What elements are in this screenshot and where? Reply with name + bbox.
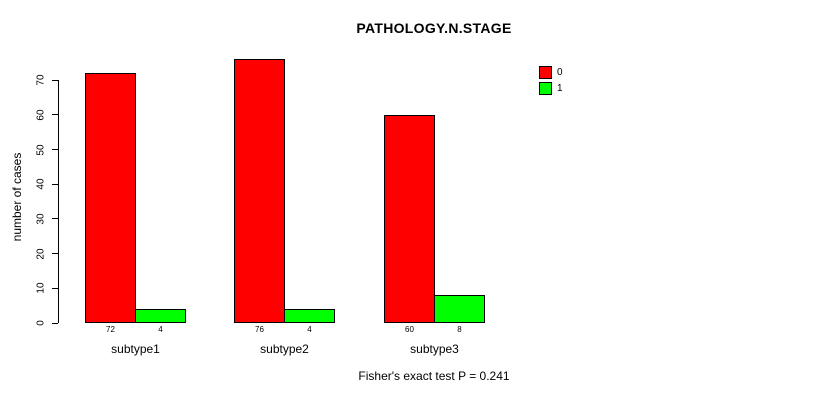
legend-swatch-green [539, 82, 552, 95]
chart-title: PATHOLOGY.N.STAGE [356, 20, 512, 36]
bar-value-label: 4 [307, 325, 312, 334]
bar-subtype1-series0 [85, 73, 136, 323]
legend-label: 1 [557, 83, 563, 94]
y-axis-line [58, 80, 59, 323]
y-tick-mark [52, 287, 58, 289]
bar-value-label: 72 [106, 325, 115, 334]
y-tick-label: 70 [35, 74, 47, 86]
bar-subtype2-series1 [284, 309, 335, 323]
bar-value-label: 76 [255, 325, 264, 334]
bar-value-label: 8 [457, 325, 462, 334]
y-tick-mark [52, 183, 58, 185]
category-label-subtype2: subtype2 [260, 342, 309, 356]
legend-swatch-red [539, 66, 552, 79]
y-tick-mark [52, 322, 58, 324]
y-tick-mark [52, 218, 58, 220]
y-axis-title: number of cases [10, 152, 24, 242]
y-tick-mark [52, 149, 58, 150]
category-label-subtype1: subtype1 [111, 342, 160, 356]
category-label-subtype3: subtype3 [410, 342, 459, 356]
y-tick-mark [52, 114, 58, 116]
fisher-test-annotation: Fisher's exact test P = 0.241 [358, 369, 510, 383]
legend-label: 0 [557, 67, 563, 78]
bar-subtype2-series0 [234, 59, 285, 323]
bar-subtype3-series1 [434, 295, 485, 323]
bar-value-label: 4 [158, 325, 163, 334]
y-tick-mark [52, 253, 58, 255]
bar-subtype1-series1 [135, 309, 186, 323]
bar-value-label: 60 [405, 325, 414, 334]
y-tick-mark [52, 79, 58, 81]
bar-subtype3-series0 [384, 115, 435, 323]
